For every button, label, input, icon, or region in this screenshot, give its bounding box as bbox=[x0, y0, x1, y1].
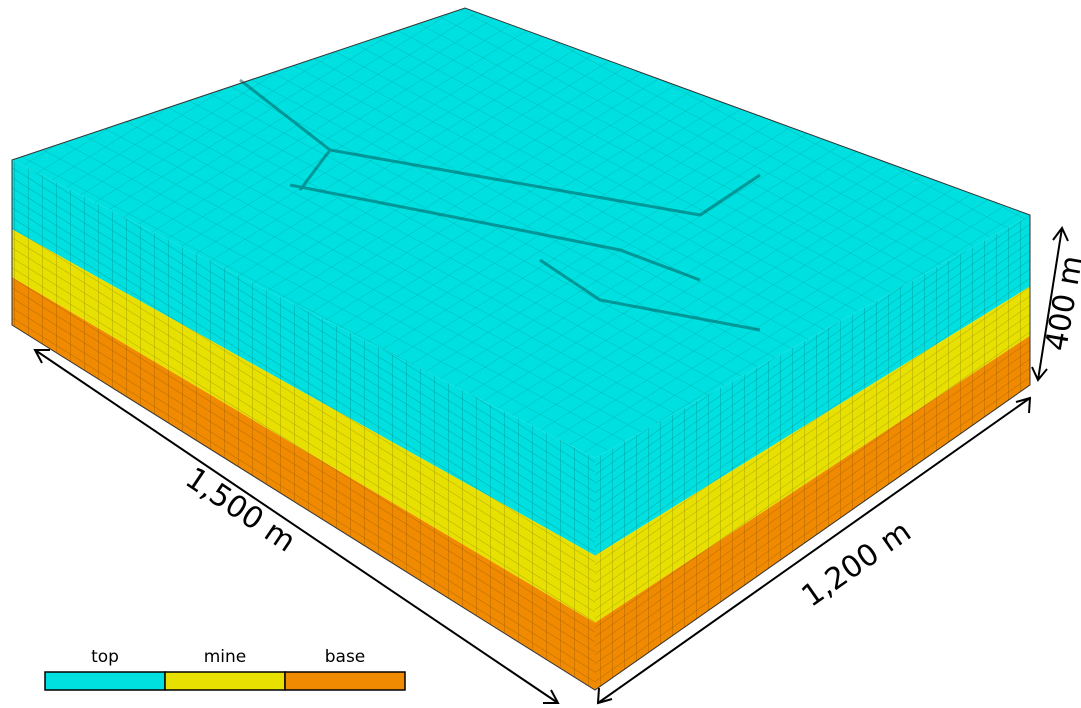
model-block bbox=[12, 8, 1030, 690]
legend-swatch bbox=[165, 672, 285, 690]
legend-swatch bbox=[45, 672, 165, 690]
mesh-diagram: 1,500 m 1,200 m 400 m topminebase bbox=[0, 0, 1081, 708]
legend-label: base bbox=[325, 647, 366, 667]
legend: top mine base bbox=[45, 647, 405, 690]
legend-label: top bbox=[91, 647, 119, 667]
height-label: 400 m bbox=[1039, 253, 1081, 354]
legend-label: mine bbox=[204, 647, 247, 667]
legend-swatch bbox=[285, 672, 405, 690]
